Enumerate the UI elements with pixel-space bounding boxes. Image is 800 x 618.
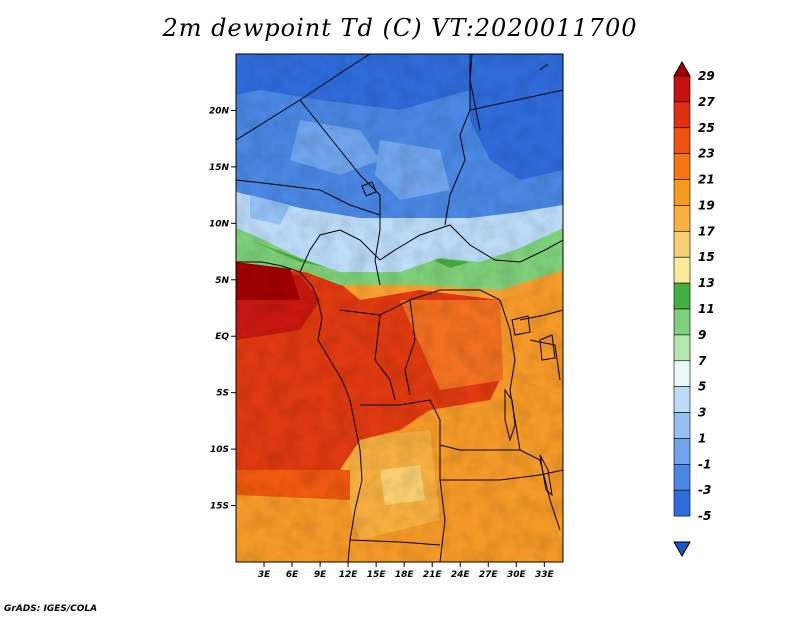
colorbar-swatch	[673, 127, 691, 154]
colorbar-swatch	[673, 386, 691, 413]
colorbar-swatch	[673, 101, 691, 129]
colorbar-label: 23	[698, 147, 715, 161]
lat-tick-label: 10S	[210, 445, 229, 455]
colorbar-label: 27	[698, 95, 715, 109]
lon-tick-label: 15E	[367, 570, 387, 580]
colorbar-swatch	[673, 179, 691, 206]
longitude-axis: 3E 6E 9E 12E 15E 18E 21E 24E 27E 30E 33E	[258, 562, 555, 580]
colorbar-bottom-arrow	[673, 541, 691, 558]
lat-tick-label: EQ	[215, 332, 229, 342]
lon-tick-label: 9E	[314, 570, 327, 580]
lat-tick-label: 20N	[209, 106, 230, 116]
lon-tick-label: 30E	[507, 570, 527, 580]
colorbar-label: 5	[698, 380, 706, 394]
colorbar-label: 15	[698, 250, 715, 264]
lat-tick-label: 10N	[209, 219, 230, 229]
colorbar-label: 19	[698, 198, 715, 212]
grads-credit: GrADS: IGES/COLA	[4, 604, 98, 614]
colorbar-swatch	[673, 75, 691, 103]
lon-tick-label: 12E	[339, 570, 359, 580]
colorbar-swatch	[673, 282, 691, 310]
colorbar-label: 1	[698, 431, 706, 445]
colorbar-label: -3	[698, 483, 711, 497]
colorbar-swatch	[673, 153, 691, 180]
colorbar-label: -5	[698, 509, 711, 523]
colorbar-label: 13	[698, 276, 715, 290]
lat-tick-label: 5S	[216, 389, 229, 399]
lat-tick-label: 15S	[210, 502, 229, 512]
colorbar-label: 11	[698, 302, 715, 316]
latitude-axis: 20N 15N 10N 5N EQ 5S 10S 15S	[209, 106, 236, 512]
lon-tick-label: 6E	[286, 570, 299, 580]
dewpoint-field	[236, 54, 563, 562]
colorbar-swatch	[673, 231, 691, 258]
colorbar-label: -1	[698, 457, 711, 471]
lon-tick-label: 18E	[395, 570, 415, 580]
lon-tick-label: 33E	[535, 570, 555, 580]
colorbar-label: 7	[698, 354, 707, 368]
colorbar-label: 9	[698, 328, 706, 342]
colorbar-swatch	[673, 464, 691, 491]
colorbar-swatch	[673, 360, 691, 387]
country-borders	[236, 54, 563, 562]
colorbar-label: 21	[698, 173, 715, 187]
colorbar-swatch	[673, 334, 691, 362]
lat-tick-label: 15N	[209, 163, 230, 173]
colorbar-swatch	[673, 489, 691, 517]
colorbar-swatch	[673, 412, 691, 439]
lon-tick-label: 24E	[451, 570, 471, 580]
lon-tick-label: 3E	[258, 570, 271, 580]
colorbar-swatch	[673, 438, 691, 465]
lon-tick-label: 21E	[423, 570, 443, 580]
colorbar-swatch	[673, 256, 691, 284]
colorbar-label: 25	[698, 121, 715, 135]
map-frame	[235, 53, 564, 563]
colorbar-swatch	[673, 205, 691, 232]
colorbar-swatch	[673, 308, 691, 336]
lon-tick-label: 27E	[479, 570, 499, 580]
colorbar-label: 17	[698, 224, 715, 238]
colorbar-label: 3	[698, 406, 706, 420]
colorbar: 29 27 25 23 21 19 17 15 13 11 9 7 5 3 1 -1 -3 -5	[673, 60, 715, 558]
colorbar-label: 29	[698, 69, 715, 83]
colorbar-top-arrow	[673, 60, 691, 77]
map-title: 2m dewpoint Td (C) VT:2020011700	[162, 14, 638, 42]
lat-tick-label: 5N	[215, 276, 229, 286]
